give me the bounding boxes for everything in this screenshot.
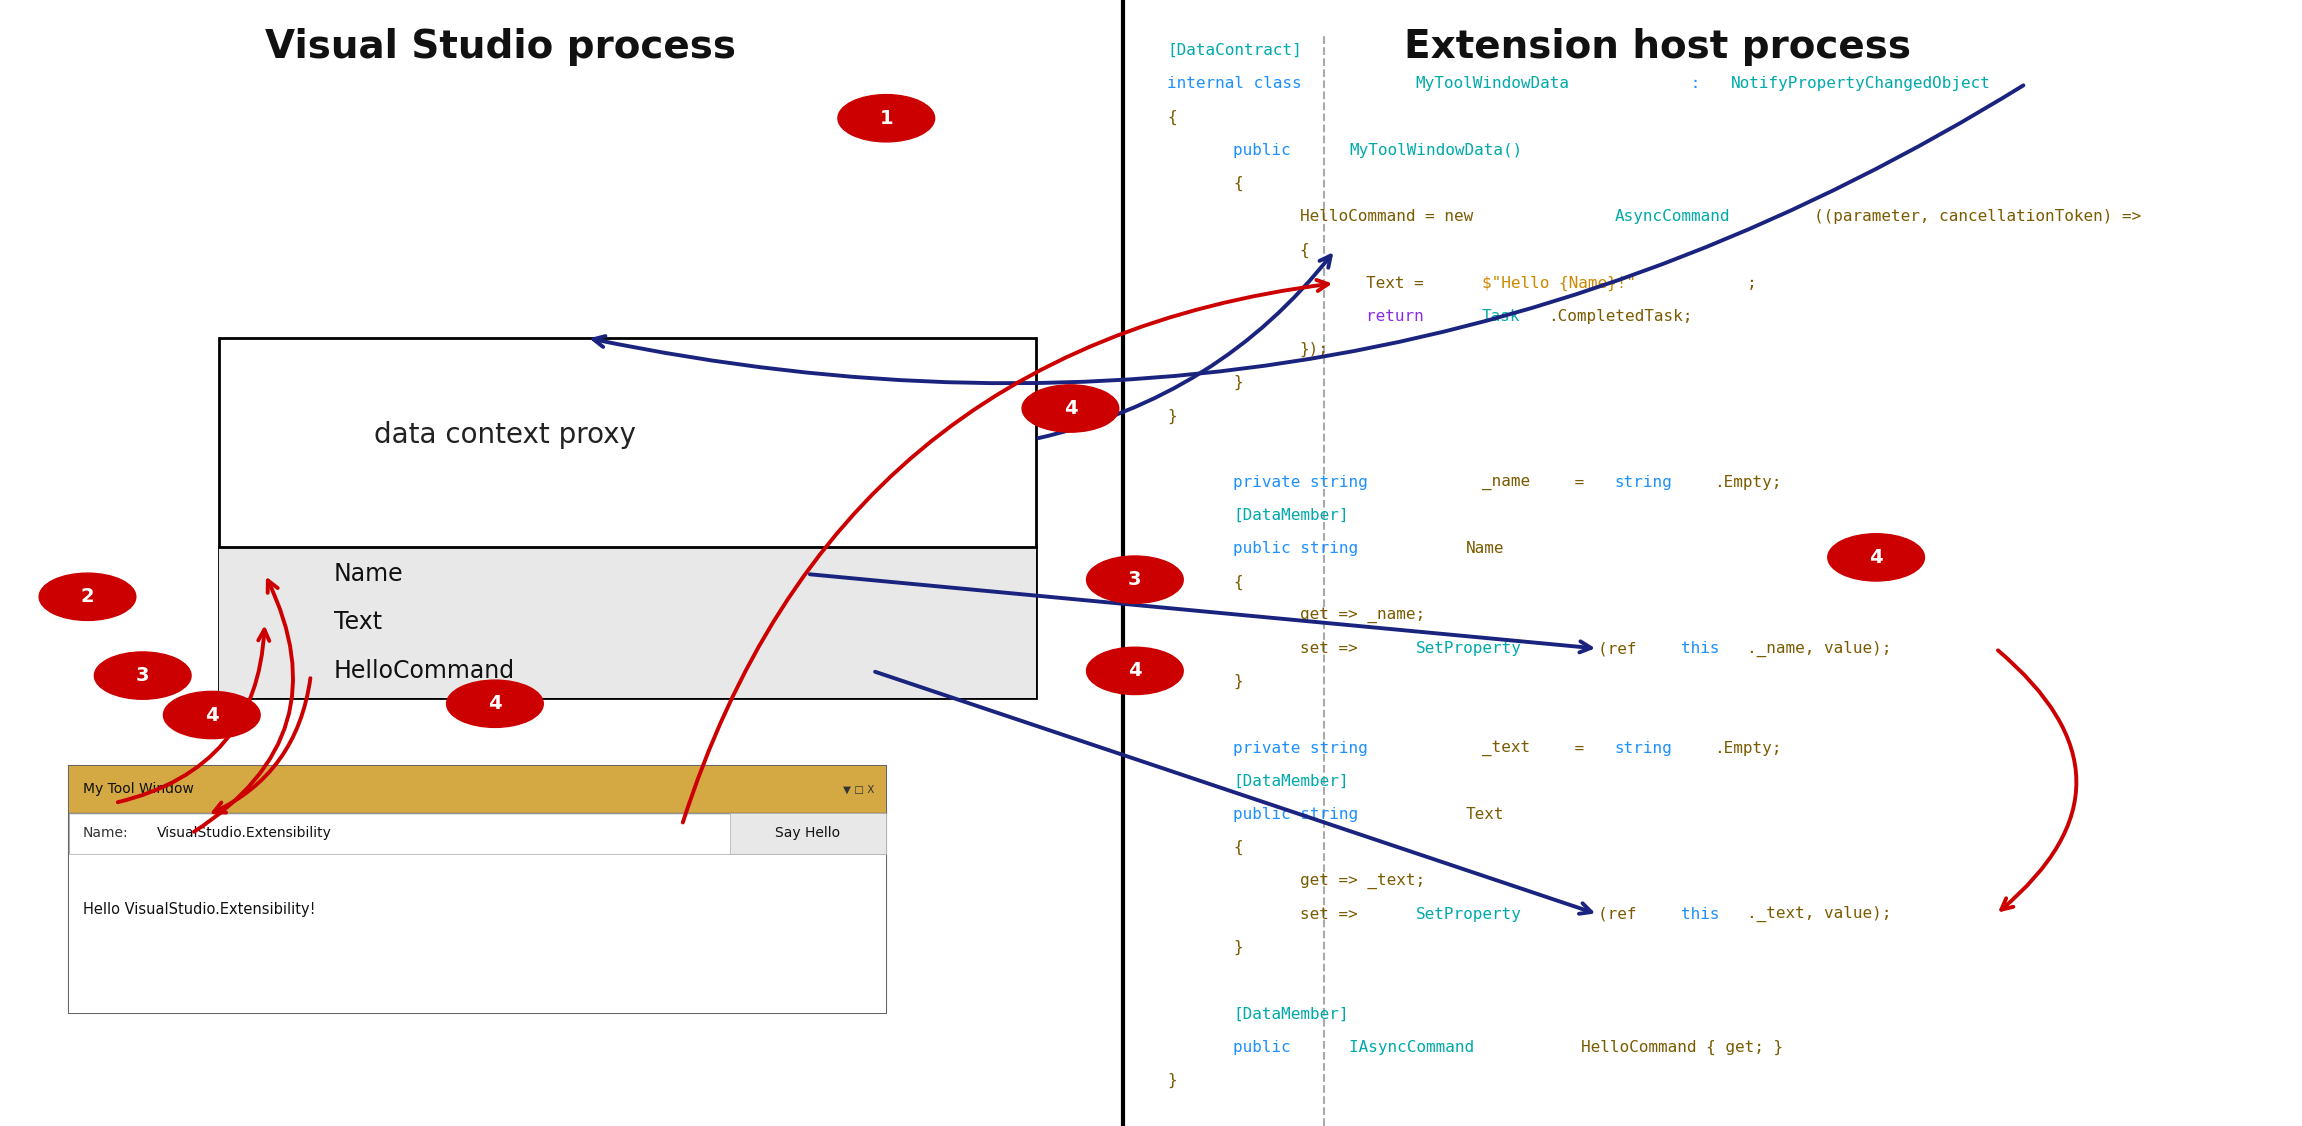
FancyBboxPatch shape: [730, 813, 886, 854]
Text: =: =: [1565, 475, 1593, 490]
Text: Extension host process: Extension host process: [1404, 28, 1911, 66]
Text: Text =: Text =: [1365, 276, 1434, 291]
Text: }: }: [1167, 1073, 1176, 1088]
Text: }: }: [1234, 375, 1243, 391]
Text: public: public: [1234, 1039, 1301, 1055]
Text: .Empty;: .Empty;: [1715, 741, 1782, 756]
Text: HelloCommand: HelloCommand: [334, 659, 516, 682]
Text: public string: public string: [1234, 807, 1367, 822]
Text: this: this: [1680, 906, 1720, 922]
Text: .Empty;: .Empty;: [1715, 475, 1782, 490]
Text: Text: Text: [1466, 807, 1503, 822]
Text: IAsyncCommand: IAsyncCommand: [1349, 1039, 1485, 1055]
Text: });: });: [1301, 342, 1328, 357]
Text: this: this: [1680, 641, 1720, 656]
Text: 3: 3: [136, 667, 150, 685]
Circle shape: [1828, 534, 1924, 581]
Text: SetProperty: SetProperty: [1416, 641, 1522, 656]
FancyBboxPatch shape: [69, 854, 886, 1013]
Circle shape: [94, 652, 191, 699]
FancyBboxPatch shape: [219, 338, 1036, 698]
Text: {: {: [1234, 176, 1243, 191]
Text: Name:: Name:: [83, 826, 129, 840]
Text: data context proxy: data context proxy: [373, 421, 635, 449]
Text: HelloCommand = new: HelloCommand = new: [1301, 209, 1482, 224]
FancyBboxPatch shape: [69, 813, 886, 854]
Text: ._name, value);: ._name, value);: [1747, 641, 1892, 656]
Text: (ref: (ref: [1598, 641, 1646, 656]
Text: {: {: [1167, 109, 1176, 125]
Text: ((parameter, cancellationToken) =>: ((parameter, cancellationToken) =>: [1814, 209, 2141, 224]
Text: Name: Name: [1466, 542, 1503, 556]
Circle shape: [39, 573, 136, 620]
Text: Hello VisualStudio.Extensibility!: Hello VisualStudio.Extensibility!: [83, 902, 315, 917]
Text: internal class: internal class: [1167, 77, 1312, 91]
Text: (ref: (ref: [1598, 906, 1646, 922]
Text: Name: Name: [334, 562, 403, 586]
Circle shape: [1022, 385, 1119, 432]
Text: HelloCommand { get; }: HelloCommand { get; }: [1581, 1039, 1784, 1055]
Text: MyToolWindowData(): MyToolWindowData(): [1349, 143, 1522, 158]
FancyBboxPatch shape: [69, 766, 886, 813]
Text: [DataContract]: [DataContract]: [1167, 43, 1303, 59]
Text: get => _text;: get => _text;: [1301, 874, 1425, 888]
Circle shape: [447, 680, 543, 727]
Text: set =>: set =>: [1301, 641, 1367, 656]
Text: set =>: set =>: [1301, 906, 1367, 922]
Text: {: {: [1234, 574, 1243, 590]
Circle shape: [163, 691, 260, 739]
Text: =: =: [1565, 741, 1593, 756]
Text: 4: 4: [205, 706, 219, 724]
FancyBboxPatch shape: [219, 547, 1036, 698]
Text: Task: Task: [1482, 309, 1522, 324]
Text: }: }: [1234, 674, 1243, 689]
Text: My Tool Window: My Tool Window: [83, 783, 193, 796]
Text: public: public: [1234, 143, 1301, 158]
Circle shape: [838, 95, 935, 142]
Text: private string: private string: [1234, 741, 1379, 756]
Circle shape: [1087, 647, 1183, 695]
Text: MyToolWindowData: MyToolWindowData: [1416, 77, 1570, 91]
Text: :: :: [1680, 77, 1710, 91]
Circle shape: [1087, 556, 1183, 604]
Text: {: {: [1301, 242, 1310, 258]
Text: return: return: [1365, 309, 1434, 324]
Text: }: }: [1167, 409, 1176, 423]
Text: 4: 4: [1064, 399, 1077, 418]
Text: 4: 4: [488, 695, 502, 713]
Text: ;: ;: [1747, 276, 1756, 291]
Text: string: string: [1614, 741, 1671, 756]
Text: {: {: [1234, 840, 1243, 856]
Text: private string: private string: [1234, 475, 1379, 490]
Text: VisualStudio.Extensibility: VisualStudio.Extensibility: [157, 826, 331, 840]
Text: Visual Studio process: Visual Studio process: [265, 28, 737, 66]
Text: .CompletedTask;: .CompletedTask;: [1549, 309, 1692, 324]
Text: Text: Text: [334, 610, 382, 634]
Text: string: string: [1614, 475, 1671, 490]
Text: [DataMember]: [DataMember]: [1234, 1007, 1349, 1021]
Text: $"Hello {Name}!": $"Hello {Name}!": [1482, 276, 1637, 291]
Text: [DataMember]: [DataMember]: [1234, 508, 1349, 524]
FancyBboxPatch shape: [69, 766, 886, 1013]
Text: _name: _name: [1482, 475, 1531, 490]
Text: ._text, value);: ._text, value);: [1747, 906, 1892, 922]
Text: NotifyPropertyChangedObject: NotifyPropertyChangedObject: [1731, 77, 1991, 91]
Text: [DataMember]: [DataMember]: [1234, 774, 1349, 789]
Text: ▼ □ X: ▼ □ X: [843, 785, 875, 794]
Text: }: }: [1234, 940, 1243, 955]
Text: 4: 4: [1128, 661, 1142, 680]
Text: Say Hello: Say Hello: [776, 826, 840, 840]
Text: 4: 4: [1869, 548, 1883, 566]
Text: 1: 1: [879, 109, 893, 127]
Text: get => _name;: get => _name;: [1301, 608, 1425, 623]
Text: 2: 2: [81, 588, 94, 606]
Text: SetProperty: SetProperty: [1416, 906, 1522, 922]
Text: AsyncCommand: AsyncCommand: [1614, 209, 1731, 224]
Text: _text: _text: [1482, 741, 1531, 756]
Text: public string: public string: [1234, 542, 1367, 556]
Text: 3: 3: [1128, 570, 1142, 589]
